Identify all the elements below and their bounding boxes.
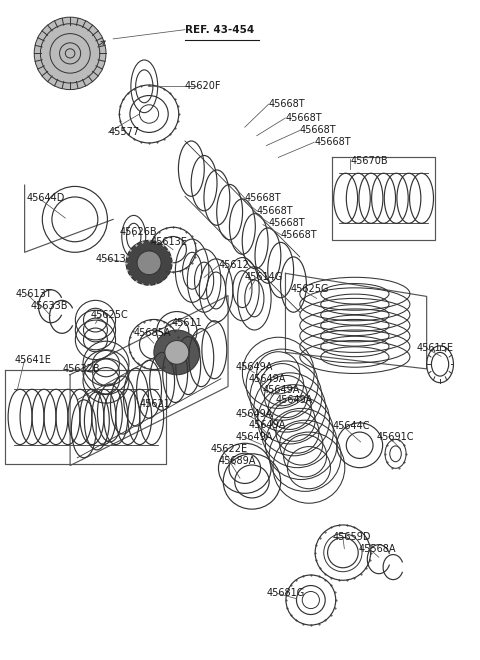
Text: 45649A: 45649A — [235, 409, 273, 418]
Text: 45649A: 45649A — [249, 374, 286, 383]
Text: 45626B: 45626B — [120, 227, 157, 237]
Text: 45633B: 45633B — [31, 301, 68, 311]
Ellipse shape — [137, 251, 161, 275]
Text: 45668T: 45668T — [314, 137, 351, 147]
Text: 45622E: 45622E — [210, 444, 248, 454]
Text: 45670B: 45670B — [350, 156, 388, 166]
Text: 45668T: 45668T — [257, 206, 293, 216]
Text: 45613E: 45613E — [151, 238, 187, 248]
Text: 45613: 45613 — [96, 254, 126, 264]
Text: REF. 43-454: REF. 43-454 — [185, 24, 254, 35]
Text: 45649A: 45649A — [235, 432, 273, 442]
Text: 45613T: 45613T — [16, 290, 53, 300]
Ellipse shape — [165, 341, 189, 364]
Text: 45668T: 45668T — [269, 99, 305, 109]
Text: 45649A: 45649A — [249, 420, 286, 430]
Text: 45649A: 45649A — [276, 395, 313, 405]
Text: 45644D: 45644D — [27, 193, 65, 203]
Text: 45615E: 45615E — [416, 343, 453, 354]
Text: 45659D: 45659D — [332, 533, 371, 543]
Text: 45689A: 45689A — [218, 456, 256, 466]
Text: 45577: 45577 — [108, 127, 140, 137]
Text: 45612: 45612 — [218, 261, 249, 271]
Text: 45644C: 45644C — [332, 421, 370, 431]
Text: 45568A: 45568A — [359, 544, 396, 554]
Text: 45681G: 45681G — [266, 589, 305, 599]
Text: 45668T: 45668T — [245, 193, 281, 203]
Text: 45691C: 45691C — [376, 432, 414, 442]
Text: 45685A: 45685A — [134, 328, 171, 339]
Ellipse shape — [126, 240, 172, 285]
Text: 45649A: 45649A — [235, 362, 273, 372]
Text: 45620F: 45620F — [185, 81, 221, 91]
Text: 45641E: 45641E — [14, 354, 51, 364]
Text: 45632B: 45632B — [63, 364, 100, 374]
Text: 45611: 45611 — [172, 318, 203, 329]
Text: 45625C: 45625C — [91, 310, 129, 320]
Text: 45621: 45621 — [140, 399, 170, 409]
Ellipse shape — [154, 330, 200, 375]
Text: 45668T: 45668T — [281, 230, 317, 240]
Text: 45614G: 45614G — [245, 273, 283, 282]
Text: 45668T: 45668T — [300, 125, 336, 135]
Text: 45668T: 45668T — [286, 113, 322, 123]
Text: 45649A: 45649A — [263, 385, 300, 395]
Text: 45668T: 45668T — [269, 218, 305, 228]
Text: 45625G: 45625G — [290, 284, 329, 294]
Ellipse shape — [34, 17, 106, 90]
